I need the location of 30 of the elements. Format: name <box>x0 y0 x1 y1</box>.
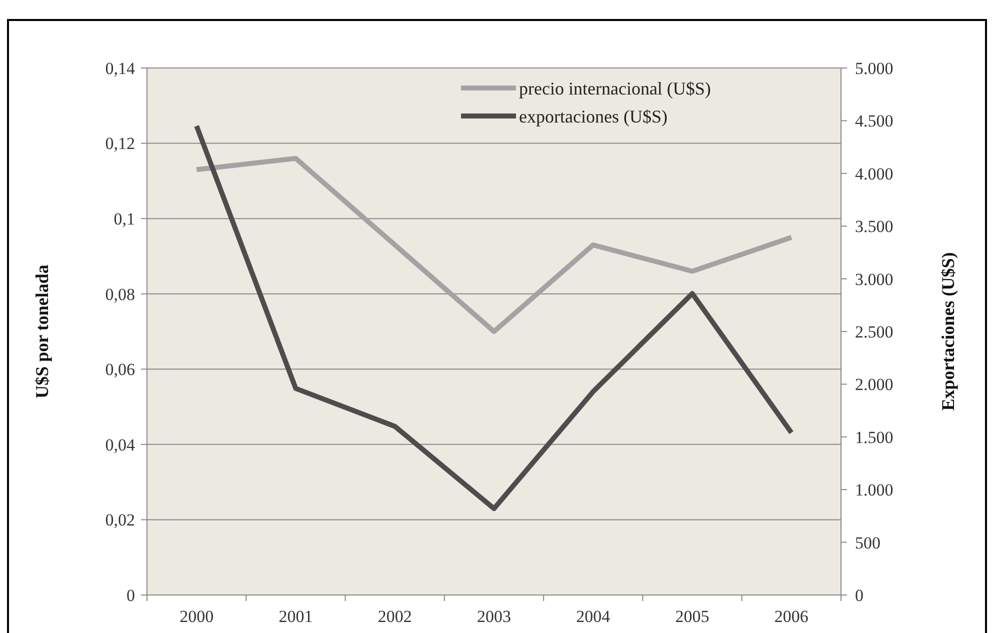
y-tick-label: 0,02 <box>105 510 135 530</box>
y2-tick-label: 500 <box>855 533 880 552</box>
x-tick-label: 2000 <box>180 607 214 626</box>
y-axis-title: U$S por tonelada <box>32 264 52 398</box>
x-tick-label: 2003 <box>477 607 511 626</box>
y-tick-label: 0,1 <box>114 210 135 229</box>
y-tick-label: 0,12 <box>105 134 135 154</box>
y2-tick-label: 3.000 <box>855 270 894 289</box>
y2-tick-label: 0 <box>855 586 864 605</box>
y-tick-label: 0,08 <box>105 284 135 304</box>
y2-tick-label: 2.000 <box>855 375 894 394</box>
y2-tick-label: 4.000 <box>855 164 894 184</box>
y2-tick-label: 1.000 <box>855 480 894 500</box>
y-tick-label: 0 <box>126 586 135 605</box>
y2-tick-label: 1.500 <box>855 428 894 447</box>
y-tick-label: 0,04 <box>105 435 136 454</box>
y2-axis-title: Exportaciones (U$S) <box>938 252 958 411</box>
y2-tick-label: 3.500 <box>855 217 894 236</box>
y2-tick-label: 2.500 <box>855 322 894 342</box>
y2-tick-label: 5.000 <box>855 58 894 78</box>
y-tick-label: 0,14 <box>105 58 136 78</box>
y2-tick-label: 4.500 <box>855 112 894 131</box>
legend-label: precio internacional (U$S) <box>519 78 711 98</box>
y-tick-label: 0,06 <box>105 360 135 380</box>
x-tick-label: 2001 <box>278 607 313 626</box>
legend-label: exportaciones (U$S) <box>519 106 668 126</box>
x-tick-label: 2002 <box>378 607 412 626</box>
x-tick-label: 2005 <box>675 607 710 626</box>
x-tick-label: 2004 <box>576 607 611 626</box>
x-tick-label: 2006 <box>774 607 808 626</box>
